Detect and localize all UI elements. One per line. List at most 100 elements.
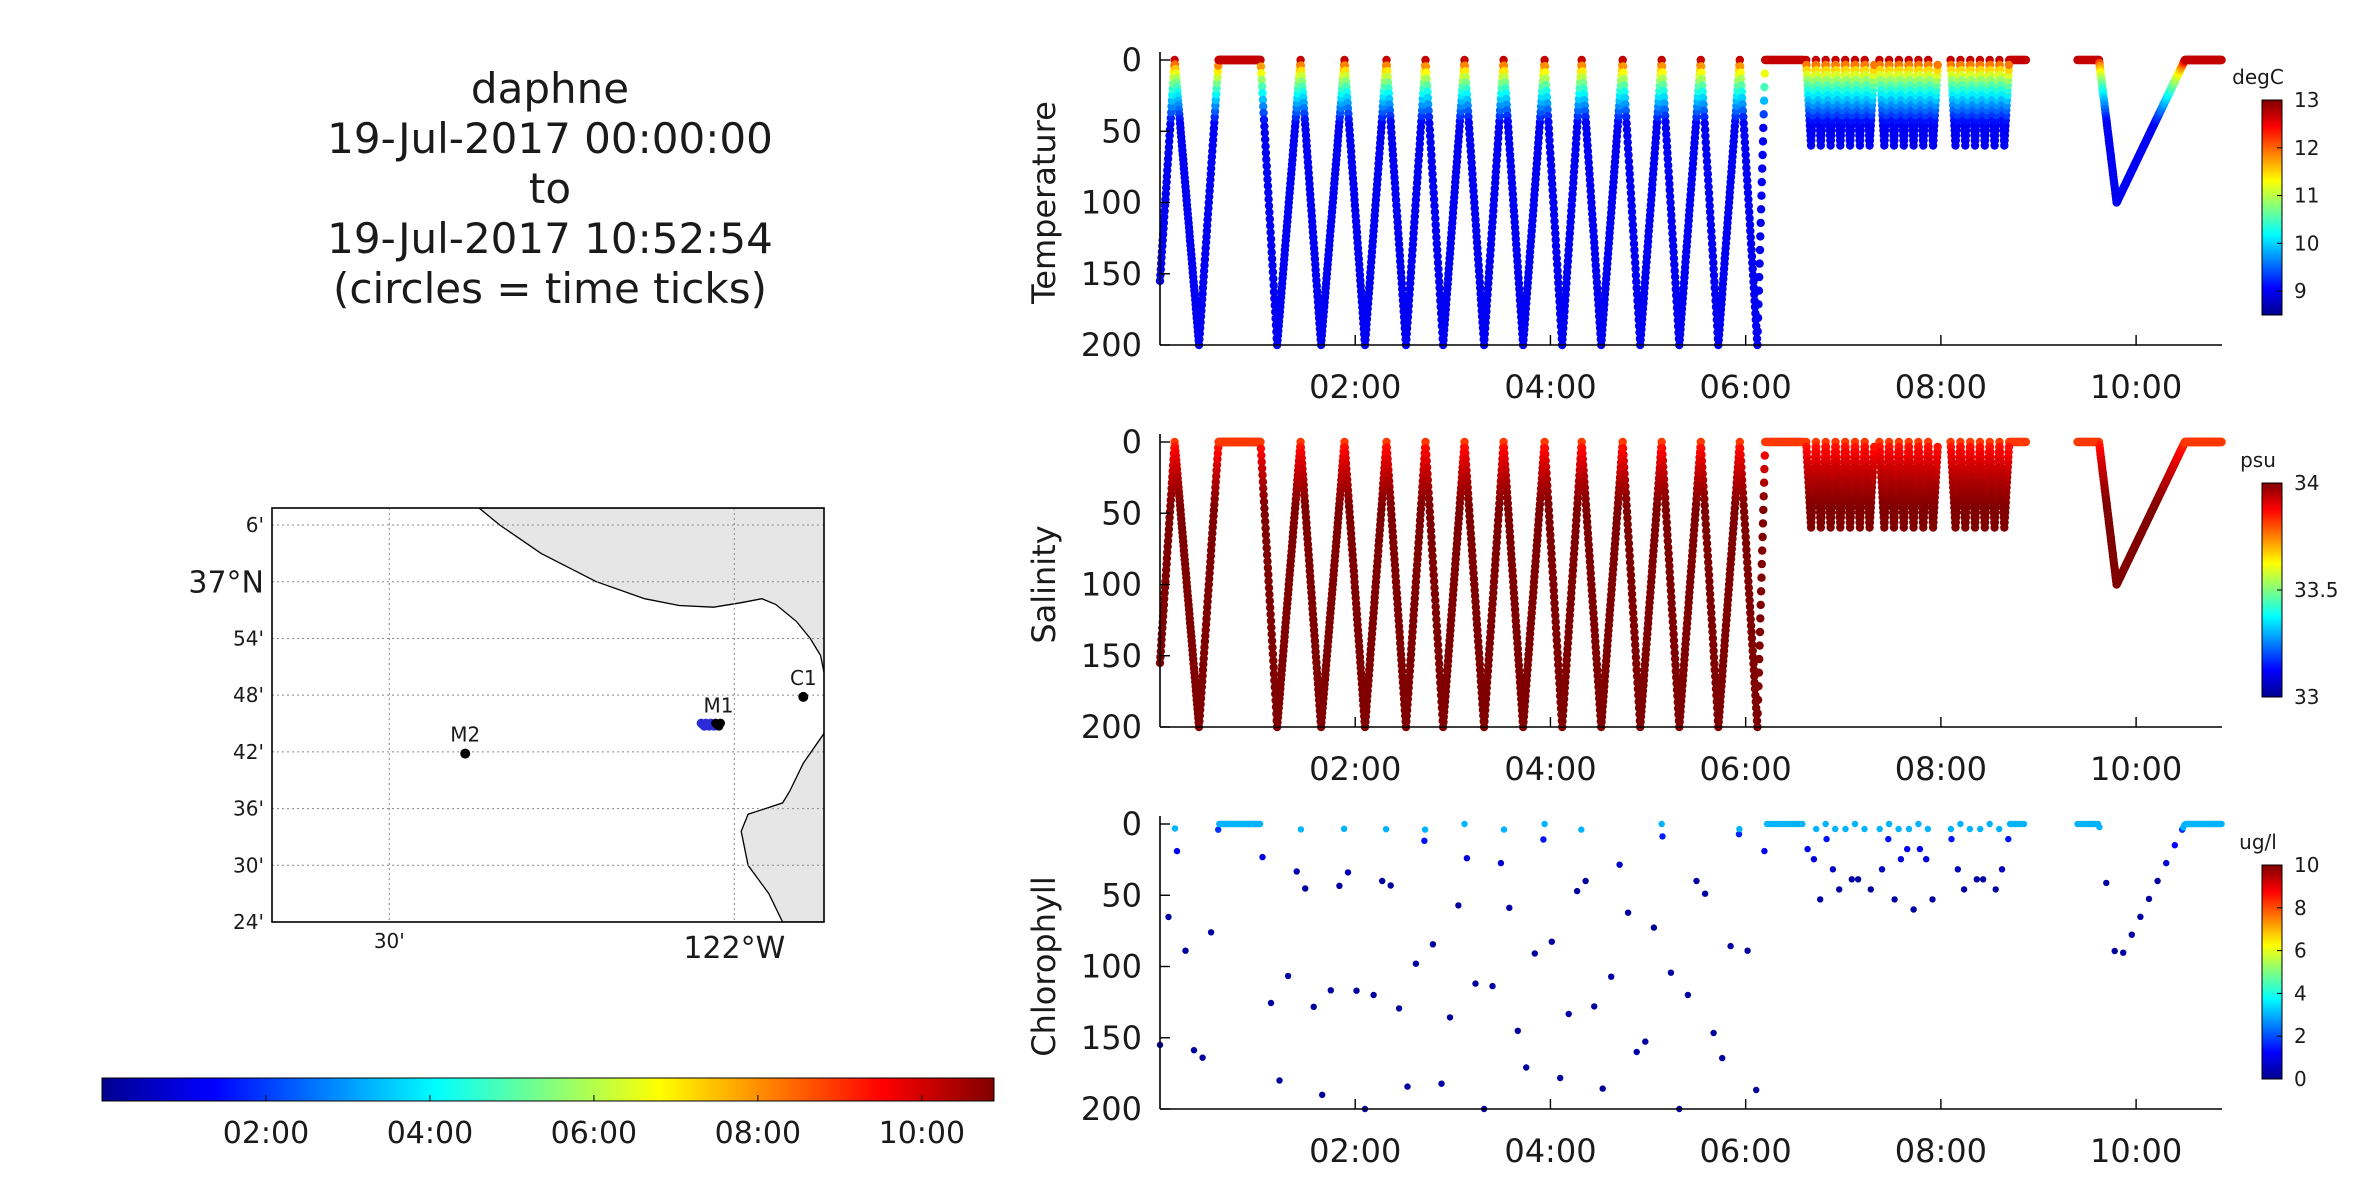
data-point	[1759, 478, 1769, 487]
data-point	[1427, 532, 1436, 542]
data-point	[1736, 74, 1746, 84]
data-point	[1759, 110, 1768, 119]
data-point	[1545, 524, 1555, 533]
data-point	[1549, 592, 1559, 602]
data-point	[1737, 469, 1747, 478]
data-point	[1661, 499, 1670, 509]
data-point	[1631, 653, 1641, 662]
data-point	[1739, 507, 1749, 516]
data-point	[1549, 198, 1558, 207]
data-point	[1737, 87, 1747, 96]
data-point	[1710, 665, 1720, 675]
data-point	[1758, 546, 1767, 555]
data-points	[1155, 437, 2226, 732]
data-point	[1262, 155, 1271, 164]
data-point	[1256, 444, 1266, 453]
x-tick-label: 10:00	[2090, 368, 2182, 406]
data-point	[1626, 564, 1635, 573]
data-point	[1755, 272, 1764, 282]
data-point	[1659, 475, 1669, 484]
data-point	[1431, 226, 1441, 236]
data-point	[1659, 462, 1668, 471]
data-point	[1542, 475, 1552, 484]
data-point	[1620, 469, 1629, 478]
data-point	[1666, 586, 1676, 595]
data-point	[1427, 539, 1436, 548]
data-point	[1709, 258, 1718, 267]
data-point	[1755, 627, 1765, 637]
data-point	[1263, 563, 1273, 573]
data-point	[1756, 600, 1765, 610]
data-point	[1552, 254, 1562, 263]
data-point	[1702, 144, 1711, 153]
data-point	[1738, 488, 1748, 497]
data-point	[1705, 577, 1714, 586]
data-point	[1748, 640, 1757, 649]
data-point	[1659, 80, 1668, 90]
data-point	[1702, 539, 1712, 548]
data-point	[1659, 86, 1668, 96]
data-point	[1429, 195, 1439, 204]
data-point	[1540, 61, 1550, 71]
data-point	[1666, 204, 1676, 213]
data-point	[1664, 555, 1674, 564]
data-point	[1699, 106, 1709, 115]
data-point	[1431, 602, 1440, 611]
data-point	[1707, 615, 1716, 624]
data-point	[1626, 570, 1636, 580]
data-point	[1552, 629, 1561, 639]
data-point	[1434, 271, 1444, 280]
data-point	[1759, 123, 1768, 133]
data-point	[1548, 574, 1558, 583]
data-point	[1667, 598, 1676, 608]
data-point	[1658, 450, 1667, 459]
data-point	[1261, 524, 1270, 533]
data-point	[1741, 539, 1751, 548]
data-point	[1760, 69, 1770, 78]
data-point	[1261, 517, 1270, 526]
data-point	[1261, 135, 1270, 144]
data-point	[1553, 260, 1562, 269]
data-point	[1700, 501, 1709, 510]
data-point	[1269, 287, 1279, 297]
data-point	[1541, 74, 1550, 83]
data-point	[1427, 545, 1437, 554]
data-point	[1757, 191, 1766, 200]
title-start-time: 19-Jul-2017 00:00:00	[327, 114, 773, 163]
data-point	[1260, 504, 1269, 513]
data-point	[1430, 583, 1439, 592]
colorbar-tick-label: 10	[2294, 231, 2319, 255]
data-point	[1671, 660, 1680, 670]
data-point	[1658, 68, 1667, 77]
data-point	[1758, 519, 1768, 528]
data-point	[1697, 62, 1706, 71]
data-point	[1551, 623, 1561, 633]
data-point	[1753, 313, 1763, 323]
data-point	[1553, 272, 1563, 281]
data-point	[1667, 592, 1676, 602]
data-point	[1422, 74, 1431, 84]
data-point	[1738, 482, 1747, 491]
data-point	[1544, 506, 1554, 515]
data-point	[1666, 580, 1675, 589]
data-point	[1706, 214, 1715, 223]
data-point	[1268, 649, 1278, 659]
data-point	[1711, 672, 1720, 681]
data-point	[1258, 88, 1267, 98]
data-point	[1748, 264, 1757, 274]
colorbar	[2261, 99, 2283, 316]
data-point	[1628, 214, 1637, 223]
data-point	[1755, 654, 1764, 664]
data-point	[1665, 561, 1674, 571]
data-point	[1669, 254, 1679, 263]
data-point	[1260, 122, 1269, 131]
data-point	[1741, 157, 1751, 166]
data-point	[1550, 216, 1559, 226]
data-point	[1435, 283, 1444, 293]
data-point	[1261, 530, 1271, 539]
data-point	[1658, 74, 1668, 83]
data-point	[1543, 493, 1553, 502]
data-point	[1554, 291, 1564, 300]
data-point	[1421, 62, 1431, 71]
data-point	[1421, 55, 1430, 65]
